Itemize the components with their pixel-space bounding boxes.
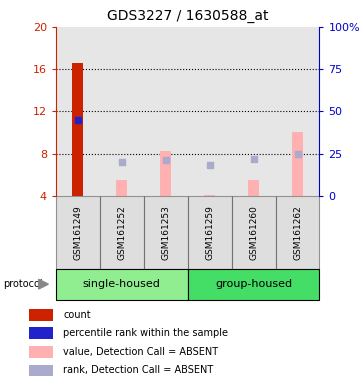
Text: GSM161252: GSM161252	[117, 205, 126, 260]
Bar	[188, 269, 319, 300]
Bar	[100, 27, 144, 196]
Bar	[56, 27, 100, 196]
Title: GDS3227 / 1630588_at: GDS3227 / 1630588_at	[107, 9, 269, 23]
Bar	[144, 27, 188, 196]
Bar	[232, 27, 275, 196]
Text: percentile rank within the sample: percentile rank within the sample	[64, 328, 229, 338]
Bar	[100, 196, 144, 269]
Text: rank, Detection Call = ABSENT: rank, Detection Call = ABSENT	[64, 366, 214, 376]
Bar	[73, 63, 83, 196]
Text: GSM161260: GSM161260	[249, 205, 258, 260]
Bar	[160, 152, 171, 196]
Bar	[292, 132, 303, 196]
Bar	[232, 196, 275, 269]
Bar	[29, 328, 53, 339]
Text: GSM161249: GSM161249	[73, 205, 82, 260]
Text: GSM161253: GSM161253	[161, 205, 170, 260]
Text: group-housed: group-housed	[215, 279, 292, 289]
Bar	[275, 196, 319, 269]
Bar	[144, 196, 188, 269]
Bar	[204, 195, 215, 196]
Bar	[29, 309, 53, 321]
Bar	[188, 27, 232, 196]
Bar	[116, 180, 127, 196]
Text: single-housed: single-housed	[83, 279, 161, 289]
Text: count: count	[64, 310, 91, 320]
Text: GSM161259: GSM161259	[205, 205, 214, 260]
Bar	[188, 196, 232, 269]
Text: value, Detection Call = ABSENT: value, Detection Call = ABSENT	[64, 347, 219, 357]
Bar	[56, 196, 100, 269]
Bar	[29, 364, 53, 376]
Bar	[56, 269, 188, 300]
Bar	[275, 27, 319, 196]
Text: protocol: protocol	[4, 279, 43, 289]
Text: GSM161262: GSM161262	[293, 205, 302, 260]
Bar	[29, 346, 53, 358]
Bar	[248, 180, 259, 196]
